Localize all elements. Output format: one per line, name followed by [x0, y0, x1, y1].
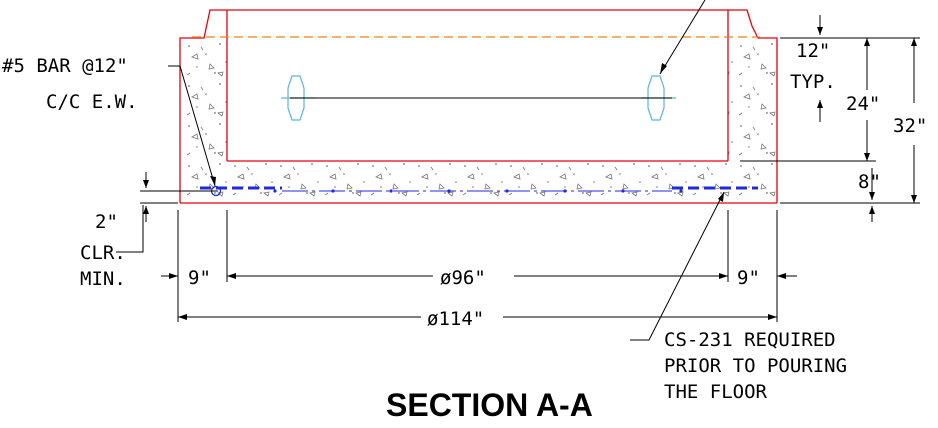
inner-diameter-dimension: ø96"	[440, 267, 486, 289]
rebar-callout-line2: C/C E.W.	[46, 91, 138, 113]
rebar-callout-line1: #5 BAR @12"	[2, 55, 128, 77]
dimension-12: 12"	[796, 40, 830, 62]
dimension-lines	[140, 15, 920, 322]
rebar-layer	[200, 185, 758, 197]
note-line2: PRIOR TO POURING	[664, 355, 847, 377]
left-wall-hatch	[180, 38, 227, 203]
floor-slab-hatch	[227, 161, 728, 203]
dimension-8: 8"	[858, 171, 881, 193]
dimension-32: 32"	[893, 115, 927, 137]
right-wall-hatch	[728, 38, 777, 203]
wall-right-dimension: 9"	[737, 267, 760, 289]
wall-left-dimension: 9"	[188, 267, 211, 289]
note-line3: THE FLOOR	[664, 381, 768, 403]
clearance-line2: CLR.	[80, 242, 126, 264]
note-line1: CS-231 REQUIRED	[664, 329, 836, 351]
structure-outline	[179, 9, 778, 204]
dimension-arrows	[143, 27, 917, 320]
leader-lines	[116, 0, 725, 341]
clearance-line3: MIN.	[80, 268, 126, 290]
dimension-24: 24"	[846, 93, 880, 115]
clearance-line1: 2"	[95, 211, 118, 233]
outer-diameter-dimension: ø114"	[427, 308, 484, 330]
leader-arrows	[210, 63, 724, 202]
typical-label: TYP.	[790, 71, 836, 93]
section-title: SECTION A-A	[386, 387, 593, 423]
